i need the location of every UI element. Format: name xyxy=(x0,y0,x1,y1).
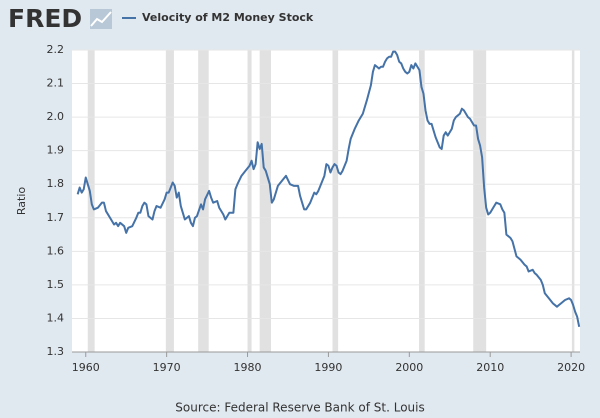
y-tick-label: 1.8 xyxy=(47,177,65,190)
x-tick-label: 1960 xyxy=(72,361,100,374)
plot-area xyxy=(72,50,580,352)
recession-band xyxy=(165,50,174,352)
source: Source: Federal Reserve Bank of St. Loui… xyxy=(175,401,424,415)
y-tick-label: 1.5 xyxy=(47,278,65,291)
x-tick-label: 2020 xyxy=(557,361,585,374)
x-tick-label: 1980 xyxy=(234,361,262,374)
y-tick-label: 2.0 xyxy=(47,110,65,123)
y-tick-label: 2.1 xyxy=(47,77,65,90)
recession-band xyxy=(332,50,339,352)
recession-band xyxy=(473,50,487,352)
recession-band xyxy=(259,50,271,352)
x-tick-label: 1990 xyxy=(314,361,342,374)
x-tick-label: 2000 xyxy=(395,361,423,374)
recession-band xyxy=(198,50,209,352)
logo-icon xyxy=(90,9,112,29)
legend-label: Velocity of M2 Money Stock xyxy=(142,11,314,24)
y-tick-label: 1.9 xyxy=(47,144,65,157)
y-axis-label: Ratio xyxy=(15,187,28,216)
y-tick-label: 1.7 xyxy=(47,211,65,224)
recession-band xyxy=(571,50,575,352)
y-tick-label: 1.3 xyxy=(47,345,65,358)
y-tick-label: 1.6 xyxy=(47,244,65,257)
y-tick-label: 2.2 xyxy=(47,43,65,56)
recession-band xyxy=(247,50,252,352)
x-tick-label: 1970 xyxy=(153,361,181,374)
logo: FRED xyxy=(8,4,82,33)
x-tick-label: 2010 xyxy=(476,361,504,374)
series-line xyxy=(76,50,581,328)
y-tick-label: 1.4 xyxy=(47,311,65,324)
recession-band xyxy=(419,50,425,352)
